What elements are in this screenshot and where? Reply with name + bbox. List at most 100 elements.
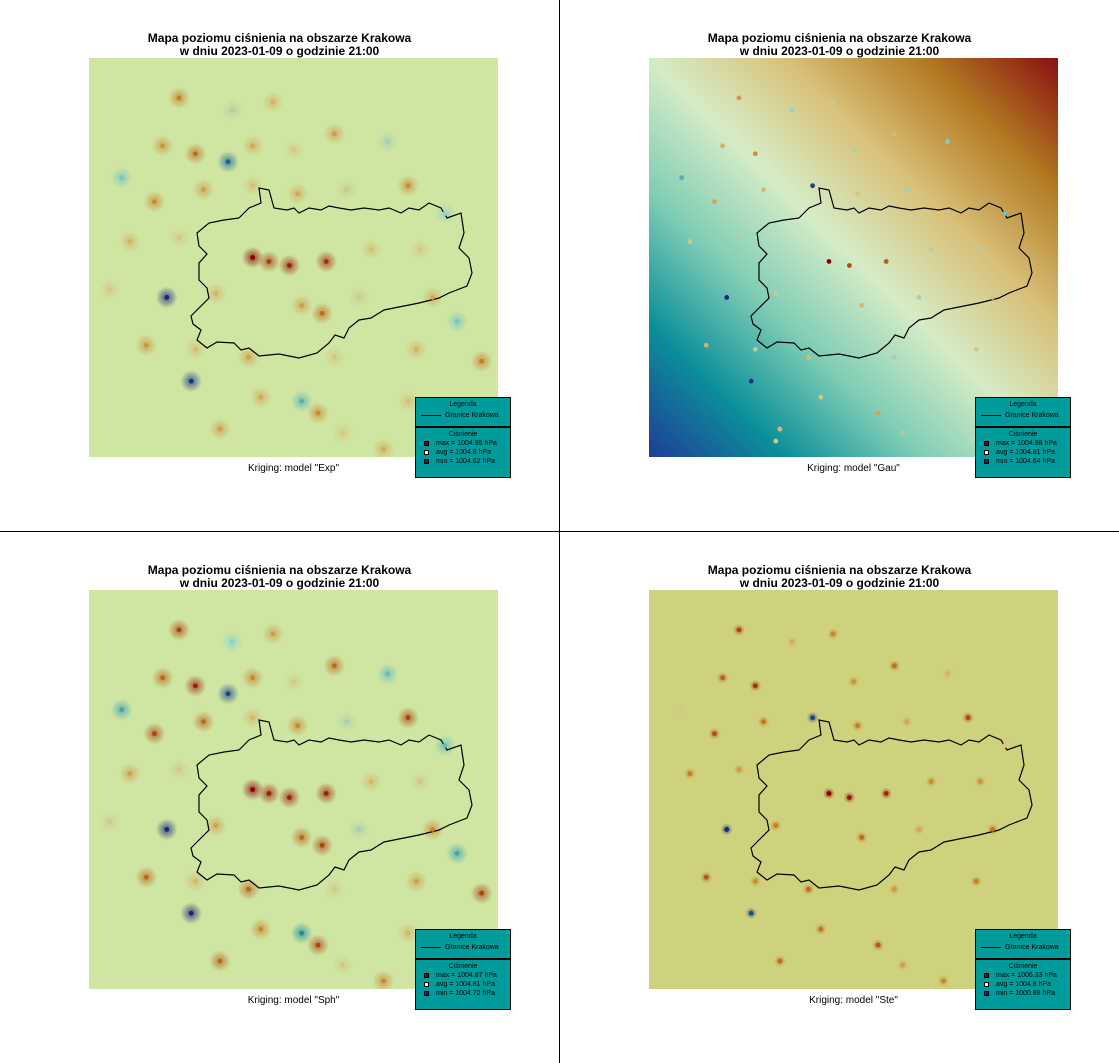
station-point bbox=[990, 827, 995, 832]
station-point bbox=[152, 199, 157, 205]
station-point bbox=[748, 910, 754, 916]
station-point bbox=[176, 235, 182, 240]
avg-label: avg = 1004.81 hPa bbox=[436, 981, 495, 988]
pressure-legend-box: Ciśnienie max = 1006.33 hPa avg = 1004.8… bbox=[975, 959, 1071, 1010]
title-line-1: Mapa poziomu ciśnienia na obszarze Krako… bbox=[147, 31, 412, 45]
boundary-label: Granice Krakowa bbox=[445, 944, 499, 951]
station-point bbox=[119, 175, 125, 181]
station-point bbox=[892, 354, 897, 360]
pressure-legend-title: Ciśnienie bbox=[1008, 963, 1038, 970]
avg-label: avg = 1004.8 hPa bbox=[436, 449, 492, 456]
station-point bbox=[826, 259, 832, 264]
station-point bbox=[454, 318, 460, 324]
boundary-line-icon bbox=[981, 947, 1001, 948]
boundary-label: Granice Krakowa bbox=[1005, 944, 1059, 951]
kriging-map-svg bbox=[649, 58, 1058, 457]
title-line-2: w dniu 2023-01-09 o godzinie 21:00 bbox=[179, 44, 380, 58]
legend-box: Legenda Granice Krakowa bbox=[975, 397, 1071, 427]
station-point bbox=[773, 438, 779, 444]
station-point bbox=[315, 410, 321, 416]
station-point bbox=[299, 302, 305, 308]
station-point bbox=[736, 767, 742, 772]
station-point bbox=[977, 247, 983, 252]
legend-title: Legenda bbox=[1009, 401, 1037, 408]
boundary-line-icon bbox=[981, 415, 1001, 416]
station-point bbox=[430, 827, 435, 832]
panel-title: Mapa poziomu ciśnienia na obszarze Krako… bbox=[560, 564, 1119, 590]
station-point bbox=[213, 291, 219, 296]
station-point bbox=[904, 719, 910, 725]
boundary-label: Granice Krakowa bbox=[1005, 412, 1059, 419]
station-point bbox=[720, 143, 726, 149]
min-label: min = 1000.88 hPa bbox=[996, 990, 1055, 997]
station-point bbox=[748, 378, 754, 384]
kriging-raster bbox=[649, 590, 1058, 989]
station-point bbox=[679, 175, 685, 181]
station-point bbox=[442, 743, 448, 749]
max-label: max = 1004.87 hPa bbox=[436, 972, 497, 979]
station-point bbox=[892, 663, 897, 669]
station-point bbox=[319, 310, 325, 316]
station-point bbox=[417, 247, 423, 252]
station-point bbox=[1002, 211, 1008, 217]
station-point bbox=[107, 819, 112, 824]
station-point bbox=[295, 191, 300, 197]
max-label: max = 1004.95 hPa bbox=[436, 440, 497, 447]
krakow-boundary bbox=[750, 719, 1033, 891]
panel-exp: Mapa poziomu ciśnienia na obszarze Krako… bbox=[0, 0, 559, 531]
title-line-2: w dniu 2023-01-09 o godzinie 21:00 bbox=[739, 576, 940, 590]
title-line-1: Mapa poziomu ciśnienia na obszarze Krako… bbox=[707, 563, 972, 577]
legend-box: Legenda Granice Krakowa bbox=[415, 929, 511, 959]
station-point bbox=[385, 671, 390, 677]
station-point bbox=[712, 731, 717, 737]
station-point bbox=[679, 707, 685, 713]
station-point bbox=[973, 346, 979, 352]
station-point bbox=[875, 410, 881, 416]
legend-box: Legenda Granice Krakowa bbox=[415, 397, 511, 427]
station-point bbox=[773, 823, 779, 828]
station-point bbox=[192, 683, 198, 689]
station-point bbox=[417, 779, 423, 784]
max-swatch-icon bbox=[984, 441, 989, 446]
model-subtitle: Kriging: model "Exp" bbox=[247, 463, 340, 474]
station-point bbox=[225, 691, 231, 697]
panel-title: Mapa poziomu ciśnienia na obszarze Krako… bbox=[0, 32, 559, 58]
station-point bbox=[806, 354, 811, 360]
station-point bbox=[213, 823, 219, 828]
panel-title: Mapa poziomu ciśnienia na obszarze Krako… bbox=[560, 32, 1119, 58]
station-point bbox=[332, 663, 337, 669]
station-point bbox=[900, 430, 905, 436]
station-point bbox=[773, 291, 779, 296]
station-point bbox=[965, 715, 971, 721]
station-point bbox=[323, 791, 329, 796]
station-point bbox=[977, 779, 983, 784]
station-point bbox=[143, 342, 149, 348]
legend-title: Legenda bbox=[449, 933, 477, 940]
title-line-1: Mapa poziomu ciśnienia na obszarze Krako… bbox=[707, 31, 972, 45]
station-point bbox=[201, 719, 206, 725]
station-point bbox=[830, 631, 836, 637]
station-point bbox=[442, 211, 448, 217]
pressure-legend-box: Ciśnienie max = 1004.98 hPa avg = 1004.8… bbox=[975, 427, 1071, 478]
station-point bbox=[818, 394, 824, 400]
min-label: min = 1004.62 hPa bbox=[436, 458, 495, 465]
station-point bbox=[851, 147, 856, 153]
min-swatch-icon bbox=[424, 459, 429, 464]
title-line-1: Mapa poziomu ciśnienia na obszarze Krako… bbox=[147, 563, 412, 577]
min-swatch-icon bbox=[984, 459, 989, 464]
station-point bbox=[941, 978, 946, 984]
station-point bbox=[258, 926, 264, 932]
station-point bbox=[405, 715, 411, 721]
station-point bbox=[119, 707, 125, 713]
station-point bbox=[687, 771, 693, 776]
pressure-legend-title: Ciśnienie bbox=[448, 963, 478, 970]
station-point bbox=[176, 767, 182, 772]
station-point bbox=[789, 107, 795, 113]
station-point bbox=[855, 191, 860, 197]
station-point bbox=[250, 143, 256, 149]
station-point bbox=[188, 910, 194, 916]
horizontal-divider bbox=[0, 531, 1119, 532]
station-point bbox=[761, 187, 766, 193]
station-point bbox=[356, 827, 362, 832]
panel-sph: Mapa poziomu ciśnienia na obszarze Krako… bbox=[0, 532, 559, 1063]
